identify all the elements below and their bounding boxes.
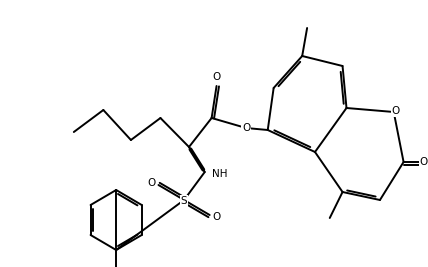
Text: O: O: [419, 157, 428, 167]
Text: NH: NH: [211, 169, 227, 179]
Text: O: O: [242, 123, 250, 133]
Text: S: S: [181, 196, 187, 206]
Text: O: O: [212, 72, 221, 82]
Text: O: O: [213, 212, 221, 222]
Text: O: O: [147, 178, 155, 188]
Text: O: O: [392, 106, 400, 116]
